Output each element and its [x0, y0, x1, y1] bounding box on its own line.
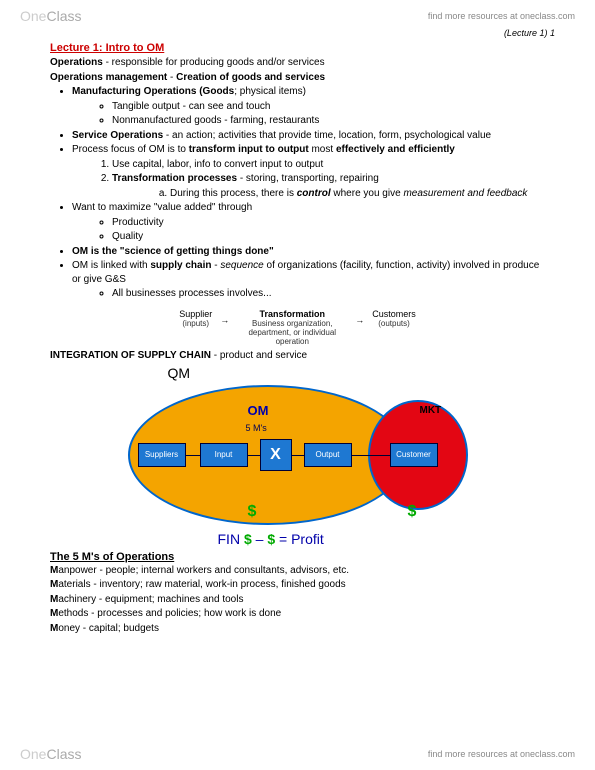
list-item: Service Operations - an action; activiti… — [72, 129, 545, 143]
dollar-icon: $ — [408, 503, 417, 521]
list-item: OM is the "science of getting things don… — [72, 245, 545, 259]
box-x: X — [260, 439, 292, 471]
connector — [248, 455, 260, 456]
list-item: Process focus of OM is to transform inpu… — [72, 143, 545, 200]
list-item: Tangible output - can see and touch — [112, 100, 545, 114]
logo: OneClass — [20, 8, 81, 24]
box-input: Input — [200, 443, 248, 467]
list-item: Transformation processes - storing, tran… — [112, 172, 545, 200]
box-suppliers: Suppliers — [138, 443, 186, 467]
arrow-icon: → — [355, 309, 364, 325]
mkt-label: MKT — [420, 405, 442, 416]
page-meta: (Lecture 1) 1 — [504, 28, 555, 38]
list-item: Want to maximize "value added" through P… — [72, 201, 545, 244]
page-footer: OneClass find more resources at oneclass… — [0, 738, 595, 770]
m-line: Money - capital; budgets — [50, 622, 545, 636]
logo: OneClass — [20, 746, 81, 762]
list-item: OM is linked with supply chain - sequenc… — [72, 259, 545, 301]
logo-class: Class — [46, 8, 81, 24]
footer-link[interactable]: find more resources at oneclass.com — [428, 749, 575, 759]
flow-transformation: TransformationBusiness organization, dep… — [237, 309, 347, 346]
list-item: Nonmanufactured goods - farming, restaur… — [112, 114, 545, 128]
m-line: Methods - processes and policies; how wo… — [50, 607, 545, 621]
logo-one: One — [20, 8, 46, 24]
lecture-tag: (Lecture 1) — [504, 28, 548, 38]
lecture-title: Lecture 1: Intro to OM — [50, 42, 545, 54]
integration-title: INTEGRATION OF SUPPLY CHAIN - product an… — [50, 350, 545, 361]
list-item: All businesses processes involves... — [112, 287, 545, 301]
fivem-label: 5 M's — [246, 423, 267, 433]
connector — [352, 455, 390, 456]
m-line: Materials - inventory; raw material, wor… — [50, 578, 545, 592]
m-line: Machinery - equipment; machines and tool… — [50, 593, 545, 607]
five-ms-title: The 5 M's of Operations — [50, 551, 545, 563]
flow-customers: Customers(outputs) — [372, 309, 416, 328]
main-list: Manufacturing Operations (Goods; physica… — [72, 85, 545, 301]
fin-equation: FIN $ – $ = Profit — [218, 531, 324, 547]
arrow-icon: → — [220, 309, 229, 325]
m-line: Manpower - people; internal workers and … — [50, 564, 545, 578]
list-item: Productivity — [112, 216, 545, 230]
om-label: OM — [248, 403, 269, 418]
list-item: Quality — [112, 230, 545, 244]
def-om: Operations management - Creation of good… — [50, 71, 545, 85]
def-operations: Operations - responsible for producing g… — [50, 56, 545, 70]
header-link[interactable]: find more resources at oneclass.com — [428, 11, 575, 21]
connector — [292, 455, 304, 456]
page-number: 1 — [550, 28, 555, 38]
supply-chain-diagram: QM MKT OM 5 M's Suppliers Input X Output… — [108, 365, 488, 545]
flow-diagram: Supplier(inputs) → TransformationBusines… — [50, 309, 545, 346]
connector — [186, 455, 200, 456]
list-item: Use capital, labor, info to convert inpu… — [112, 158, 545, 172]
box-output: Output — [304, 443, 352, 467]
list-item: During this process, there is control wh… — [170, 187, 545, 201]
list-item: Manufacturing Operations (Goods; physica… — [72, 85, 545, 128]
qm-label: QM — [168, 365, 191, 381]
dollar-icon: $ — [248, 503, 257, 521]
flow-supplier: Supplier(inputs) — [179, 309, 212, 328]
content: Lecture 1: Intro to OM Operations - resp… — [0, 32, 595, 635]
box-customer: Customer — [390, 443, 438, 467]
